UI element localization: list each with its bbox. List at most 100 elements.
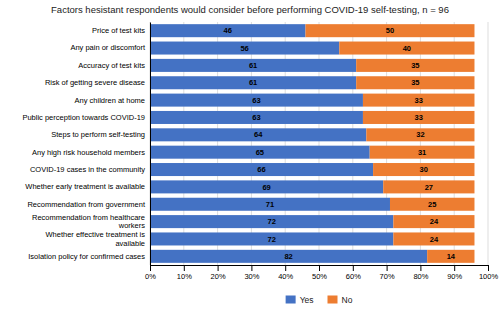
tick: 90% (447, 265, 462, 281)
bar (363, 94, 475, 107)
bar (150, 163, 373, 176)
tick-label: Any high risk household members (32, 148, 145, 157)
tick: 0% (145, 265, 156, 281)
tick-label: Price of test kits (92, 26, 145, 35)
tick: 70% (380, 265, 395, 281)
tick: COVID-19 cases in the community (30, 165, 145, 174)
tick-label: Any children at home (75, 96, 145, 105)
tick-label: Public perception towards COVID-19 (22, 113, 145, 122)
tick-mark (184, 265, 185, 271)
data-label: 46 (224, 26, 232, 35)
legend-label: Yes (300, 295, 314, 305)
legend-label: No (342, 295, 353, 305)
tick-label: 0% (145, 272, 156, 281)
data-label: 63 (252, 113, 260, 122)
grid-line (217, 22, 218, 265)
legend-swatch (286, 296, 296, 304)
grid-line (454, 22, 455, 265)
tick-mark (387, 265, 388, 271)
bar (150, 42, 339, 55)
tick: 80% (413, 265, 428, 281)
series (305, 24, 474, 263)
tick-mark (150, 265, 151, 271)
bar (150, 146, 370, 159)
bar (427, 250, 474, 263)
bar (383, 180, 474, 193)
tick: Steps to perform self-testing (51, 130, 145, 139)
data-label: 56 (240, 44, 248, 53)
bar (150, 232, 393, 245)
bar (150, 215, 393, 228)
y-axis: Price of test kitsAny pain or discomfort… (22, 23, 150, 266)
data-label: 27 (425, 183, 433, 192)
data-label: 72 (268, 217, 276, 226)
axis-line (150, 23, 151, 266)
bar (150, 128, 366, 141)
data-label: 66 (257, 165, 265, 174)
tick-label: 30% (244, 272, 259, 281)
tick: 100% (479, 265, 499, 281)
tick: 30% (244, 265, 259, 281)
tick-label: 100% (479, 272, 499, 281)
bar (363, 111, 475, 124)
bar (393, 215, 474, 228)
grid-line (352, 22, 353, 265)
tick: Recommendation from government (27, 200, 145, 209)
data-label: 69 (262, 183, 270, 192)
tick: Whether effective treatment isavailable (46, 230, 146, 248)
tick: Isolation policy for confirmed cases (28, 252, 145, 261)
legend-swatch (328, 296, 338, 304)
data-label: 14 (447, 252, 456, 261)
bar (150, 94, 363, 107)
bar (356, 59, 474, 72)
bar (393, 232, 474, 245)
data-label: 33 (415, 113, 423, 122)
bar (370, 146, 475, 159)
bar (150, 24, 305, 37)
data-label: 24 (430, 217, 439, 226)
bar (373, 163, 474, 176)
tick: 40% (278, 265, 293, 281)
data-label: 65 (256, 148, 264, 157)
grid (150, 22, 488, 265)
tick: Any children at home (75, 96, 145, 105)
grid-line (386, 22, 387, 265)
data-label: 63 (252, 96, 260, 105)
tick-label: Steps to perform self-testing (51, 130, 145, 139)
tick: Public perception towards COVID-19 (22, 113, 145, 122)
data-label: 30 (420, 165, 428, 174)
tick-label: 80% (413, 272, 428, 281)
bar (150, 76, 356, 89)
tick: 10% (177, 265, 192, 281)
grid-line (251, 22, 252, 265)
data-label: 61 (249, 61, 257, 70)
tick-label: COVID-19 cases in the community (30, 165, 145, 174)
data-label: 35 (411, 61, 419, 70)
bar (150, 180, 383, 193)
tick: Risk of getting severe disease (45, 78, 145, 87)
tick-mark (353, 265, 354, 271)
grid-line (420, 22, 421, 265)
data-label: 35 (411, 78, 419, 87)
legend: Yes No (286, 295, 353, 305)
bar (390, 198, 475, 211)
tick-label: 60% (346, 272, 361, 281)
tick: 50% (312, 265, 327, 281)
tick-label: 90% (447, 272, 462, 281)
tick-label-line: workers (118, 221, 146, 230)
grid-line (488, 22, 489, 265)
tick-label: Risk of getting severe disease (45, 78, 145, 87)
plot: 4656616163636465666971727282504035353333… (22, 22, 498, 281)
x-axis: 0%10%20%30%40%50%60%70%80%90%100% (145, 265, 498, 281)
bars (150, 24, 474, 263)
tick: Recommendation from healthcareworkers (32, 213, 145, 231)
tick: Accuracy of test kits (78, 61, 145, 70)
tick-mark (488, 265, 489, 271)
legend-item: Yes (286, 295, 314, 305)
tick-label: Accuracy of test kits (78, 61, 145, 70)
tick: Price of test kits (92, 26, 145, 35)
tick: 60% (346, 265, 361, 281)
grid-line (285, 22, 286, 265)
tick-label: Whether effective treatment isavailable (46, 230, 146, 248)
bar (356, 76, 474, 89)
